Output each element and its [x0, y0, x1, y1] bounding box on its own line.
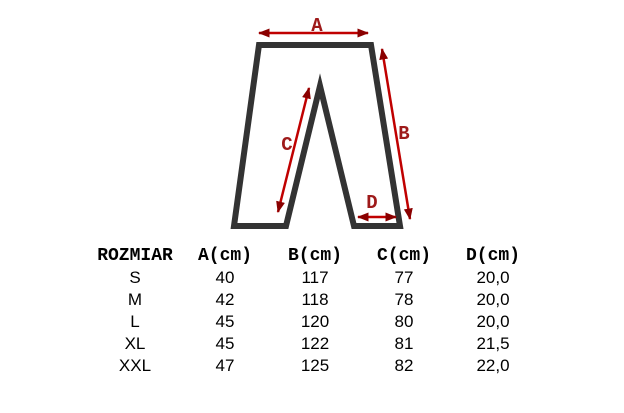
value-c: 78 [394, 290, 414, 309]
value-a: 40 [215, 268, 235, 287]
value-d: 22,0 [476, 356, 510, 375]
measure-arrow-c: C [276, 87, 311, 213]
pants-outline [230, 42, 404, 229]
measure-label-a: A [311, 15, 323, 37]
size-name: S [129, 268, 141, 287]
value-a: 45 [215, 312, 235, 331]
size-name: XXL [118, 356, 152, 375]
column-header-rozmiar: ROZMIAR [97, 246, 173, 266]
column-header-c: C(cm) [376, 246, 431, 266]
value-d: 20,0 [476, 312, 510, 331]
value-d: 20,0 [476, 268, 510, 287]
value-c: 77 [394, 268, 414, 287]
value-b: 117 [301, 268, 329, 287]
column-header-d: D(cm) [465, 246, 520, 266]
size-name: L [130, 312, 140, 331]
column-header-b: B(cm) [287, 246, 342, 266]
value-d: 20,0 [476, 290, 510, 309]
size-name: M [127, 290, 143, 309]
measure-label-b: B [398, 123, 409, 145]
value-b: 118 [301, 290, 329, 309]
measure-arrow-a: A [258, 15, 369, 38]
size-name: XL [124, 334, 146, 353]
value-c: 81 [394, 334, 414, 353]
value-b: 122 [300, 334, 330, 353]
value-b: 120 [300, 312, 330, 331]
value-c: 82 [394, 356, 414, 375]
size-table: ROZMIAR A(cm) B(cm) C(cm) D(cm) S 40 117… [90, 245, 538, 377]
measure-arrow-b: B [379, 48, 413, 220]
pants-size-diagram: A B C D [230, 15, 413, 229]
value-a: 45 [215, 334, 235, 353]
column-header-a: A(cm) [197, 246, 252, 266]
value-d: 21,5 [476, 334, 510, 353]
value-a: 47 [215, 356, 235, 375]
value-c: 80 [394, 312, 414, 331]
value-a: 42 [215, 290, 235, 309]
measure-arrow-d: D [357, 192, 397, 222]
value-b: 125 [300, 356, 330, 375]
measure-label-d: D [366, 192, 377, 214]
measure-label-c: C [281, 134, 292, 156]
